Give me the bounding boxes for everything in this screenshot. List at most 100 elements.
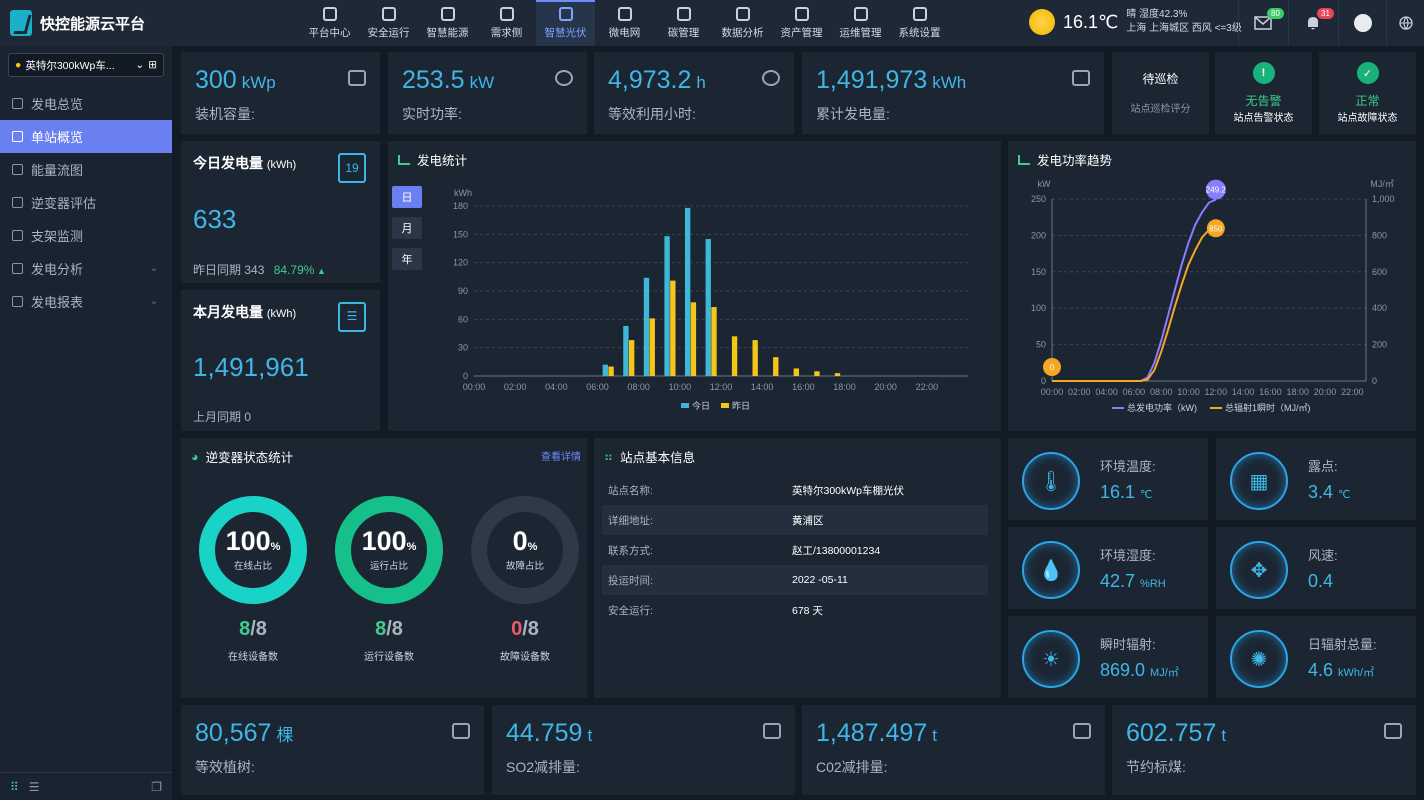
sidebar-item-5[interactable]: 发电分析 ⌄: [0, 252, 172, 285]
eco-card-3: 602.757 t 节约标煤:: [1112, 705, 1416, 795]
nav-item-5[interactable]: 微电网: [595, 0, 654, 46]
language-button[interactable]: [1386, 0, 1424, 46]
site-info-value: 黄浦区: [792, 514, 824, 527]
menu-icon: [12, 98, 23, 109]
series-line-0: [1052, 198, 1217, 382]
x-tick-label: 08:00: [627, 382, 650, 392]
alarm-status-value: 无告警: [1245, 94, 1282, 108]
env-value: 869.0 MJ/㎡: [1100, 660, 1179, 680]
nav-item-2[interactable]: 智慧能源: [418, 0, 477, 46]
sidebar-item-4[interactable]: 支架监测: [0, 219, 172, 252]
app-logo[interactable]: 快控能源云平台: [10, 10, 145, 36]
clock-24-icon: [762, 70, 780, 86]
sidebar-item-label: 逆变器评估: [31, 196, 97, 211]
y-left-tick-label: 200: [1031, 230, 1046, 240]
nav-item-1[interactable]: 安全运行: [359, 0, 418, 46]
sidebar-item-3[interactable]: 逆变器评估: [0, 186, 172, 219]
period-month-button[interactable]: 月: [392, 217, 422, 239]
menu-icon: [12, 296, 23, 307]
ring-percent: 0%: [512, 526, 538, 556]
alarm-status-card[interactable]: ! 无告警 站点告警状态: [1215, 52, 1312, 134]
nav-item-6[interactable]: 碳管理: [654, 0, 713, 46]
site-selector[interactable]: ● 英特尔300kWp车... ⌄ ⊞: [8, 53, 164, 77]
platform-icon: [322, 7, 337, 21]
battery-icon: [348, 70, 366, 86]
patrol-status-card[interactable]: 待巡检 站点巡检评分: [1112, 52, 1209, 134]
legend-swatch: [681, 403, 689, 408]
fault-status-label: 站点故障状态: [1337, 113, 1398, 124]
env-card-4: ☀ 瞬时辐射: 869.0 MJ/㎡: [1008, 616, 1208, 698]
env-value: 4.6 kWh/㎡: [1308, 660, 1375, 680]
x-tick-label: 16:00: [1259, 387, 1282, 397]
menu-icon: [12, 263, 23, 274]
menu-icon: [12, 164, 23, 175]
site-info-value: 赵工/13800001234: [792, 544, 881, 557]
nav-item-7[interactable]: 数据分析: [713, 0, 772, 46]
y-right-tick-label: 600: [1372, 267, 1387, 277]
legend-label: 总发电功率（kW): [1127, 402, 1197, 413]
period-day-button[interactable]: 日: [392, 186, 422, 208]
sidebar: ● 英特尔300kWp车... ⌄ ⊞ 发电总览 单站概览 能量流图逆变器评估支架监…: [0, 46, 172, 800]
kpi-value: 1,491,973 kWh: [816, 66, 967, 94]
sidebar-item-2[interactable]: 能量流图: [0, 153, 172, 186]
period-year-button[interactable]: 年: [392, 248, 422, 270]
nav-item-0[interactable]: 平台中心: [300, 0, 359, 46]
nav-item-label: 需求侧: [490, 27, 523, 39]
power-trend-title: 发电功率趋势: [1018, 150, 1112, 169]
site-info-key: 站点名称:: [608, 484, 653, 497]
eco-card-2: 1,487.497 t C02减排量:: [802, 705, 1105, 795]
env-value: 16.1 ℃: [1100, 482, 1153, 502]
nav-item-3[interactable]: 需求侧: [477, 0, 536, 46]
sidebar-item-1[interactable]: 单站概览: [0, 120, 172, 153]
collapse-menu-icon[interactable]: ☰: [28, 779, 40, 794]
sidebar-menu: 发电总览 单站概览 能量流图逆变器评估支架监测 发电分析 ⌄ 发电报表 ⌄: [0, 87, 172, 318]
inverter-status-panel: ◕ 逆变器状态统计 查看详情 100% 在线占比 8/8 在线设备数 100% 运行占比 8/…: [181, 438, 587, 698]
bar-今日-07:00: [623, 325, 629, 376]
nav-item-label: 智慧能源: [426, 27, 469, 39]
menu-icon: [12, 197, 23, 208]
y-left-axis-label: kW: [1038, 179, 1052, 189]
env-value: 0.4: [1308, 571, 1334, 591]
weather-line-1: 晴 湿度42.3%: [1126, 9, 1188, 20]
globe-icon: [1398, 16, 1413, 30]
site-info-value: 英特尔300kWp车棚光伏: [792, 484, 905, 497]
window-icon[interactable]: ❐: [151, 779, 162, 794]
nav-item-9[interactable]: 运维管理: [831, 0, 890, 46]
nav-item-10[interactable]: 系统设置: [890, 0, 949, 46]
x-tick-label: 14:00: [1232, 387, 1255, 397]
ring-count: 0/8: [511, 618, 539, 640]
bar-chart-icon: [398, 154, 410, 165]
avatar: [1353, 14, 1372, 32]
location-pin-icon: ●: [15, 59, 22, 71]
notification-button[interactable]: 31: [1288, 0, 1336, 46]
top-bar: 快控能源云平台 平台中心 安全运行 智慧能源 需求侧 智慧光伏 微电网 碳管理 数据分析 资产管…: [0, 0, 1424, 46]
bar-今日-11:00: [705, 239, 711, 376]
thermometer-icon: 🌡: [1022, 452, 1080, 510]
grid-toggle-icon[interactable]: ⊞: [148, 59, 157, 71]
sidebar-item-6[interactable]: 发电报表 ⌄: [0, 285, 172, 318]
ring-label: 运行设备数: [364, 652, 414, 663]
user-avatar-button[interactable]: [1338, 0, 1386, 46]
nav-item-label: 系统设置: [898, 27, 941, 39]
view-details-link[interactable]: 查看详情: [541, 452, 581, 463]
x-tick-label: 12:00: [1205, 387, 1228, 397]
sidebar-item-0[interactable]: 发电总览: [0, 87, 172, 120]
inverter-ring-0: 100% 在线占比 8/8 在线设备数: [193, 490, 313, 710]
x-tick-label: 10:00: [1177, 387, 1200, 397]
kpi-card-1: 253.5 kW 实时功率:: [388, 52, 587, 134]
y-right-axis-label: MJ/㎡: [1370, 179, 1394, 189]
apps-icon[interactable]: ⠿: [10, 779, 19, 794]
ring-caption: 在线占比: [233, 561, 272, 572]
fault-status-card[interactable]: ✓ 正常 站点故障状态: [1319, 52, 1416, 134]
bar-昨日-17:00: [834, 373, 841, 376]
eco-value: 44.759 t: [506, 719, 593, 747]
legend-label: 今日: [692, 400, 710, 411]
ring-gauge: [199, 496, 307, 604]
today-generation-value: 633: [193, 204, 237, 234]
mail-button[interactable]: 80: [1238, 0, 1286, 46]
nav-item-8[interactable]: 资产管理: [772, 0, 831, 46]
bar-昨日-15:00: [793, 368, 800, 376]
nav-item-4[interactable]: 智慧光伏: [536, 0, 595, 46]
site-info-key: 详细地址:: [608, 514, 653, 527]
inverter-status-title: ◕ 逆变器状态统计: [191, 449, 294, 466]
